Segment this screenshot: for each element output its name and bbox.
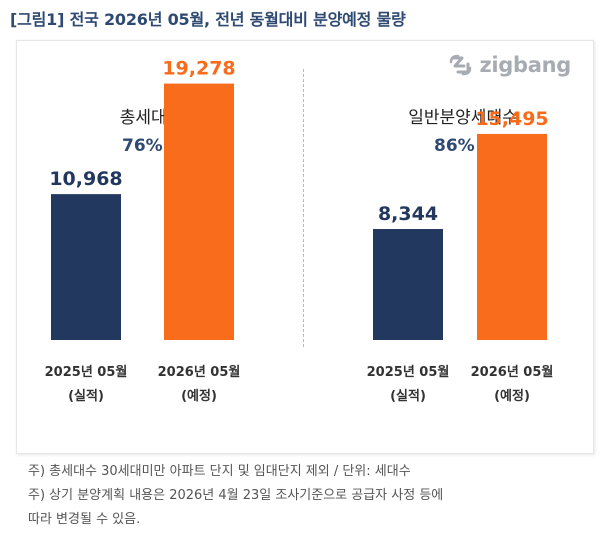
chart-panel: zigbang 총세대수 76%↑ 일반분양세대수 86%↑ 10,968202… (16, 40, 594, 454)
bar-value-label-0-1: 19,278 (162, 58, 235, 80)
x-tick-label-1-0-0: 2025년 05월 (367, 364, 450, 380)
bar-value-label-0-0: 10,968 (49, 168, 122, 190)
zigbang-logo: zigbang (448, 53, 571, 77)
bar-0-1 (164, 83, 234, 340)
x-tick-label-1-1-1: (예정) (494, 388, 530, 404)
footnote-1: 주) 총세대수 30세대미만 아파트 단지 및 임대단지 제외 / 단위: 세대… (28, 464, 411, 479)
figure-title: [그림1] 전국 2026년 05월, 전년 동월대비 분양예정 물량 (10, 10, 406, 29)
footnote-2: 주) 상기 분양계획 내용은 2026년 4월 23일 조사기준으로 공급자 사… (28, 488, 444, 503)
x-tick-label-0-0-0: 2025년 05월 (45, 364, 128, 380)
growth-total-value: 76% (122, 136, 163, 156)
bar-value-label-1-1: 15,495 (475, 108, 548, 130)
zigbang-logo-icon (450, 54, 472, 76)
bar-1-1 (477, 133, 547, 340)
x-tick-label-0-1-0: 2026년 05월 (158, 364, 241, 380)
x-tick-label-0-0-1: (실적) (68, 388, 104, 404)
x-tick-label-1-0-1: (실적) (390, 388, 426, 404)
footnote-3: 따라 변경될 수 있음. (28, 512, 141, 527)
zigbang-logo-text: zigbang (479, 53, 571, 77)
growth-general-value: 86% (434, 136, 475, 156)
x-tick-label-0-1-1: (예정) (181, 388, 217, 404)
bar-0-0 (51, 194, 121, 340)
section-divider (303, 69, 304, 347)
x-tick-label-1-1-0: 2026년 05월 (471, 364, 554, 380)
bar-value-label-1-0: 8,344 (378, 203, 438, 225)
section-title-general: 일반분양세대수 (408, 108, 518, 128)
bar-charts: 10,968 2025년 05월 (실적) 19,278 2026년 05월 (예정) 8,… (45, 58, 554, 404)
bar-1-0 (373, 229, 443, 340)
